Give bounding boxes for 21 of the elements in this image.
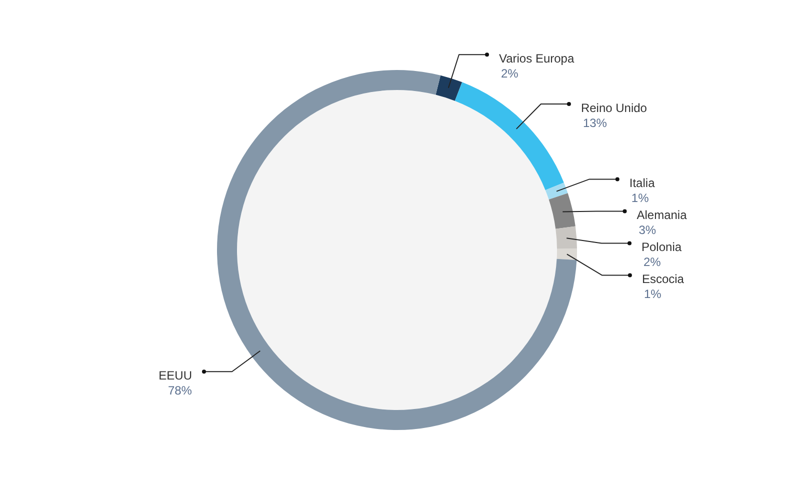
data-label: 1% <box>644 287 662 302</box>
data-label: 2% <box>500 66 519 81</box>
donut-slice <box>545 182 568 200</box>
data-label: 2% <box>644 255 662 270</box>
slice-label: Escocia <box>642 272 684 286</box>
slice-label: Alemania <box>636 208 688 222</box>
donut-slice <box>556 226 577 249</box>
slice-label: Polonia <box>642 240 682 254</box>
slice-label: Reino Unido <box>580 101 648 116</box>
donut-slice <box>436 75 462 101</box>
slice-label: Italia <box>629 176 656 190</box>
donut-slice <box>217 70 577 430</box>
data-label: 78% <box>168 384 192 398</box>
slice-label: Varios Europa <box>498 52 574 66</box>
donut-slice <box>556 248 577 260</box>
data-label: 3% <box>638 223 656 238</box>
slice-label: EEUU <box>158 368 192 383</box>
donut-slice <box>548 193 576 229</box>
data-label: 13% <box>582 116 608 130</box>
data-label: 1% <box>631 191 650 206</box>
donut-slice <box>454 82 564 190</box>
